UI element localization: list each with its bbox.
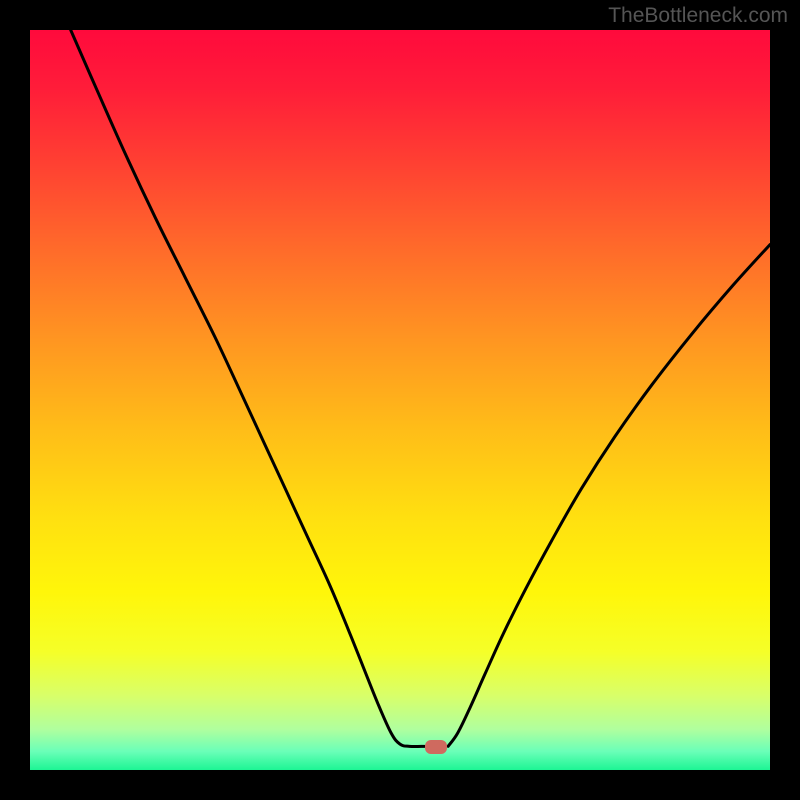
plot-area	[30, 30, 770, 770]
watermark-label: TheBottleneck.com	[608, 4, 788, 28]
chart-container: TheBottleneck.com	[0, 0, 800, 800]
bottleneck-marker	[425, 740, 447, 754]
bottleneck-curve	[30, 30, 770, 770]
